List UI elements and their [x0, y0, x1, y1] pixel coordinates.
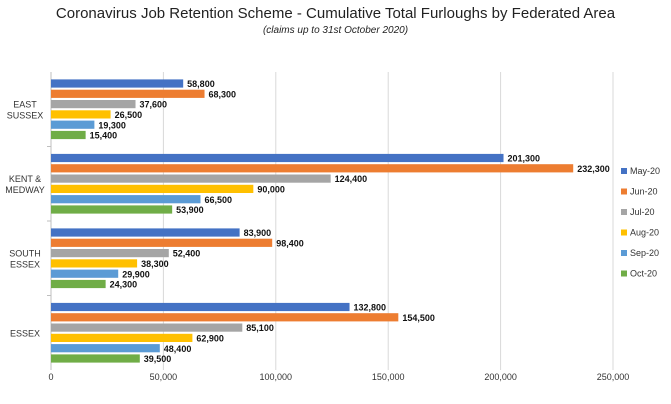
bar-oct-20: [51, 205, 173, 214]
data-label: 66,500: [204, 195, 232, 205]
data-label: 26,500: [115, 110, 143, 120]
data-label: 38,300: [141, 259, 169, 269]
category-label: MEDWAY: [5, 185, 45, 195]
data-label: 48,400: [164, 344, 192, 354]
data-label: 62,900: [196, 334, 224, 344]
data-label: 124,400: [335, 174, 368, 184]
bar-jul-20: [51, 323, 243, 332]
bar-may-20: [51, 79, 184, 88]
bar-oct-20: [51, 130, 86, 140]
data-label: 68,300: [209, 89, 237, 99]
bar-sep-20: [51, 195, 201, 204]
legend-swatch-oct-20: [621, 270, 627, 277]
x-tick-label: 250,000: [597, 372, 630, 382]
category-label: ESSEX: [10, 328, 40, 338]
legend-label: May-20: [630, 166, 660, 176]
category-label: ESSEX: [10, 259, 40, 269]
bar-oct-20: [51, 354, 140, 363]
data-label: 29,900: [122, 269, 150, 279]
bar-jun-20: [51, 313, 399, 322]
legend-swatch-sep-20: [621, 250, 627, 256]
bar-aug-20: [51, 110, 111, 119]
data-label: 53,900: [176, 205, 204, 215]
data-label: 39,500: [144, 354, 172, 364]
legend-swatch-jun-20: [621, 188, 627, 195]
data-label: 52,400: [173, 249, 201, 259]
legend-label: Jul-20: [630, 207, 655, 217]
bar-may-20: [51, 228, 240, 237]
category-label: SOUTH: [9, 248, 41, 258]
legend-label: Sep-20: [630, 248, 659, 258]
bar-sep-20: [51, 269, 119, 278]
bar-oct-20: [51, 279, 106, 289]
x-tick-label: 0: [48, 372, 53, 382]
legend-swatch-aug-20: [621, 229, 627, 236]
bar-aug-20: [51, 184, 254, 193]
bar-jun-20: [51, 238, 273, 247]
x-tick-label: 100,000: [260, 372, 293, 382]
bar-may-20: [51, 302, 350, 312]
data-label: 15,400: [90, 131, 118, 141]
category-label: SUSSEX: [7, 110, 44, 120]
legend-label: Oct-20: [630, 269, 657, 279]
data-label: 90,000: [257, 185, 285, 195]
legend-label: Aug-20: [630, 228, 659, 238]
legend-label: Jun-20: [630, 187, 658, 197]
bar-sep-20: [51, 344, 160, 353]
legend-swatch-jul-20: [621, 209, 627, 215]
legend-swatch-may-20: [621, 168, 627, 174]
chart-title: Coronavirus Job Retention Scheme - Cumul…: [55, 5, 616, 22]
bar-aug-20: [51, 333, 193, 342]
bar-may-20: [51, 153, 504, 163]
bar-jul-20: [51, 100, 136, 109]
data-label: 98,400: [276, 238, 304, 248]
data-label: 201,300: [508, 154, 541, 164]
bar-jun-20: [51, 164, 574, 173]
bar-sep-20: [51, 120, 95, 129]
bar-jul-20: [51, 249, 169, 258]
x-tick-label: 150,000: [372, 372, 405, 382]
x-tick-label: 200,000: [484, 372, 517, 382]
category-label: EAST: [13, 99, 37, 109]
bar-jun-20: [51, 89, 205, 98]
data-label: 24,300: [110, 280, 138, 290]
data-label: 37,600: [140, 100, 168, 110]
data-label: 19,300: [98, 120, 126, 130]
category-label: KENT &: [9, 174, 41, 184]
bar-aug-20: [51, 259, 138, 268]
chart-subtitle: (claims up to 31st October 2020): [262, 25, 409, 36]
data-label: 58,800: [187, 79, 215, 89]
data-label: 232,300: [577, 164, 610, 174]
data-label: 83,900: [244, 228, 272, 238]
x-tick-label: 50,000: [150, 372, 178, 382]
data-label: 132,800: [354, 303, 387, 313]
data-label: 85,100: [246, 323, 274, 333]
bar-jul-20: [51, 174, 331, 183]
data-label: 154,500: [402, 313, 435, 323]
